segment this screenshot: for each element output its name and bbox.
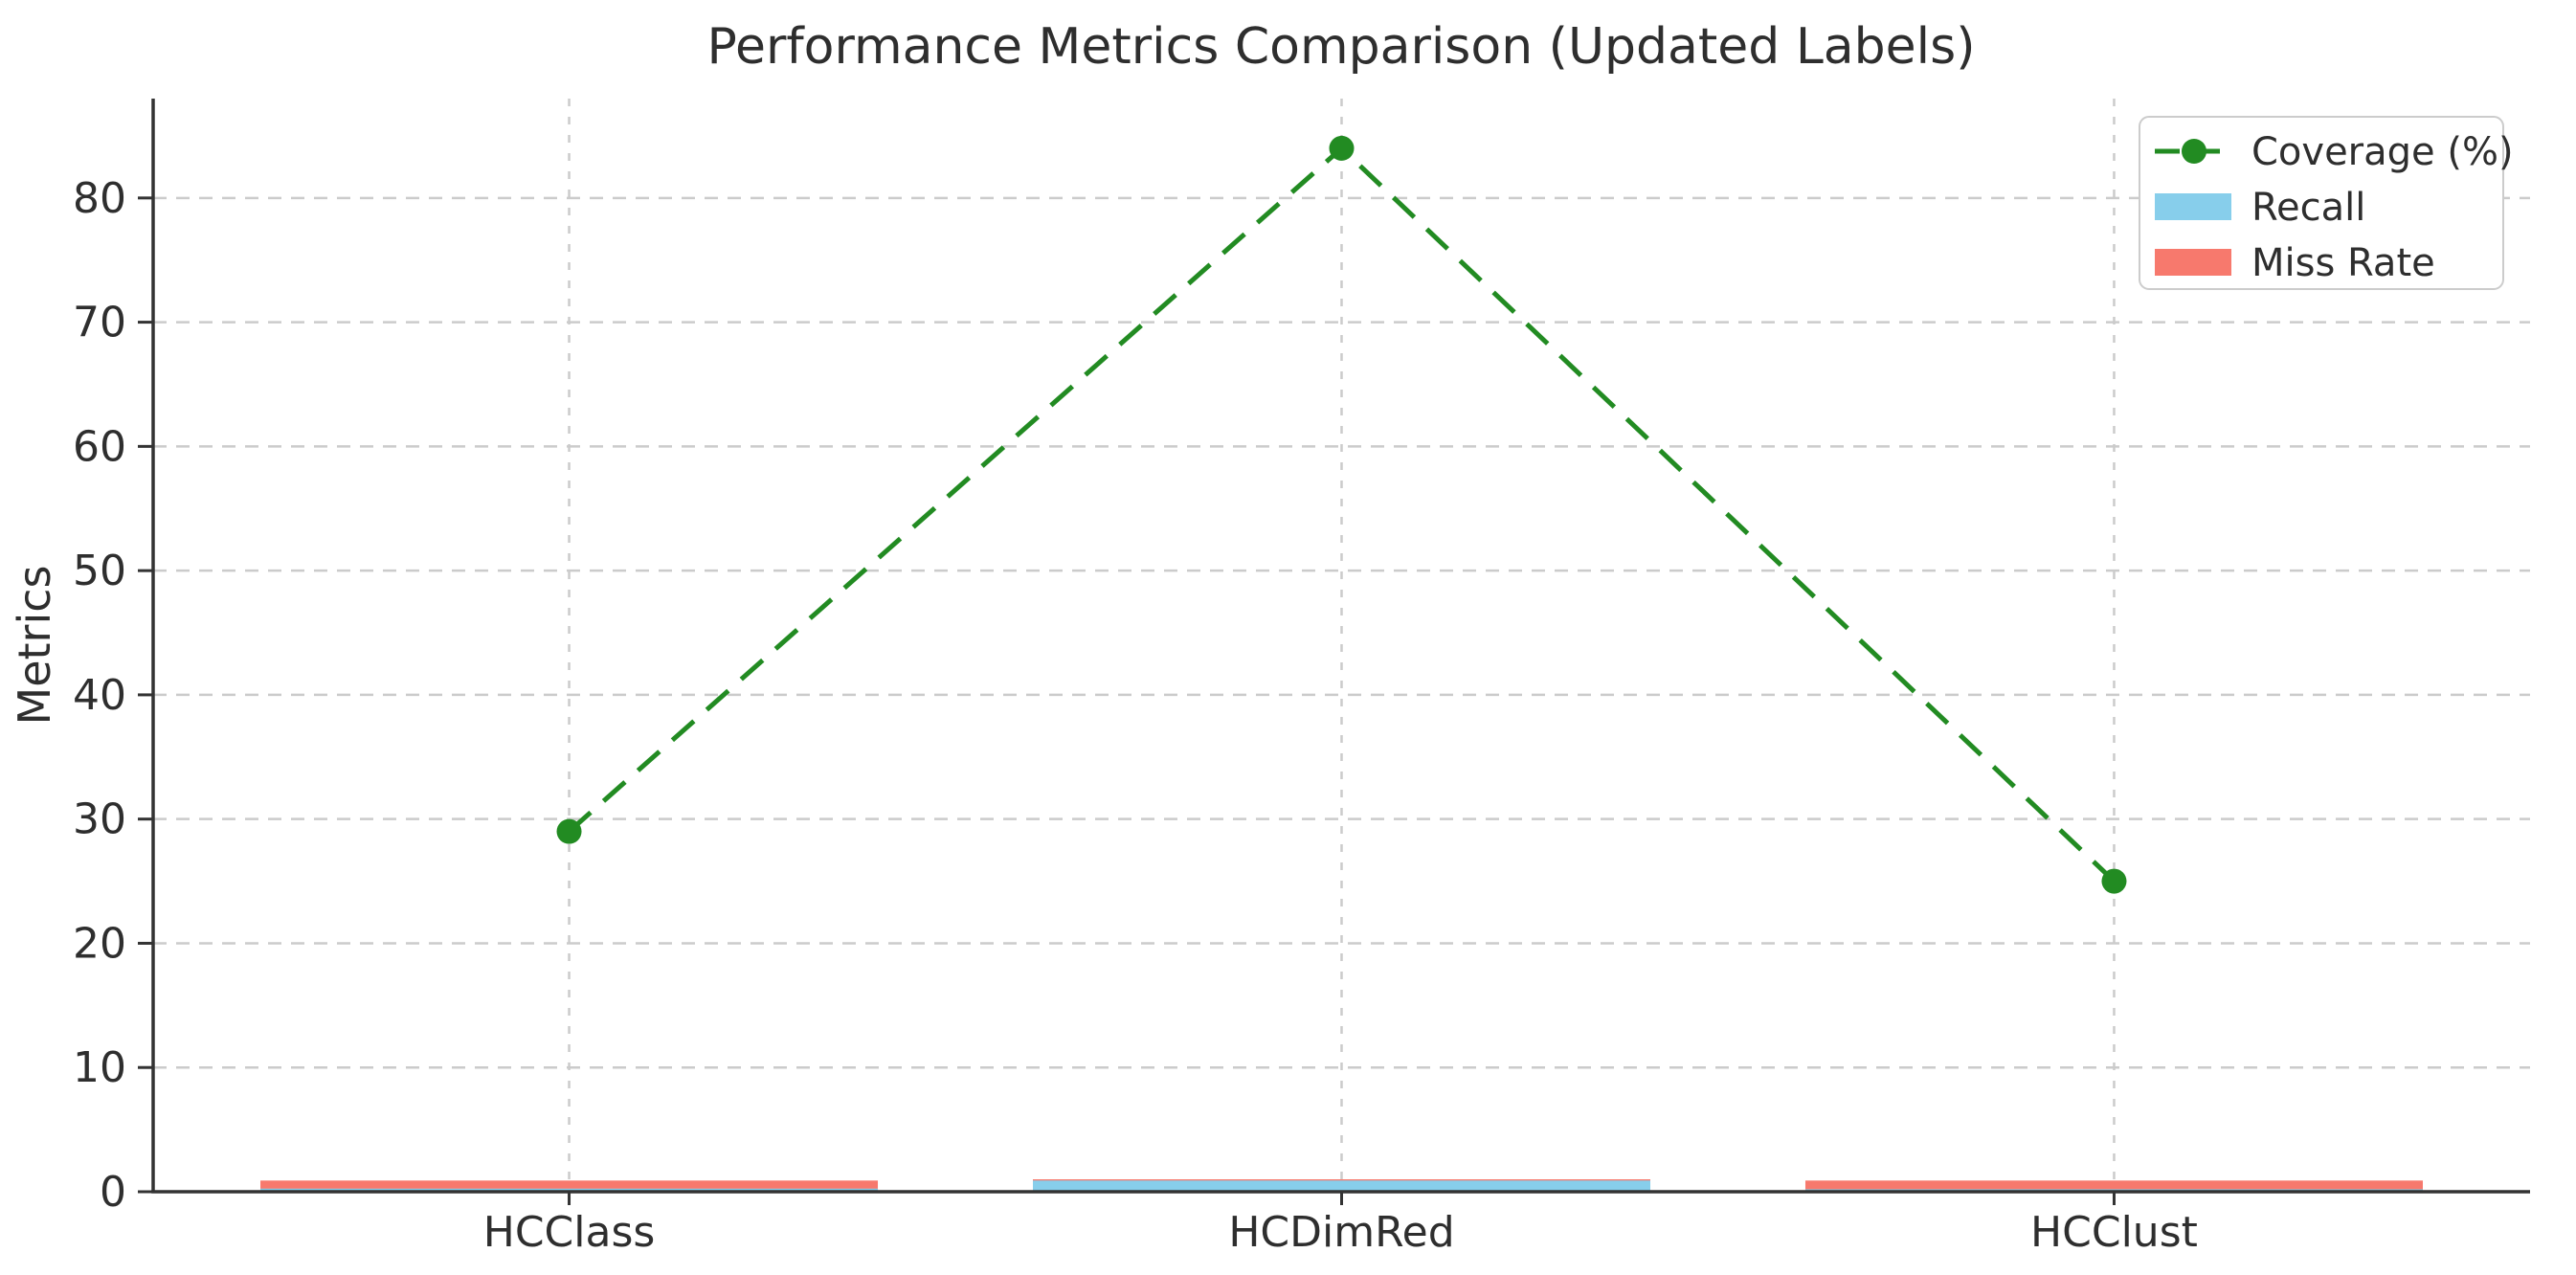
y-tick-label: 0 — [100, 1168, 126, 1217]
coverage-point — [2101, 868, 2127, 894]
y-tick-label: 10 — [73, 1043, 126, 1092]
legend-label-miss-rate: Miss Rate — [2251, 241, 2435, 285]
y-axis-label: Metrics — [9, 566, 60, 726]
legend-label-recall: Recall — [2251, 186, 2365, 230]
y-tick-label: 40 — [73, 671, 126, 720]
vertical-gridlines — [568, 99, 2116, 1192]
legend-label-coverage: Coverage (%) — [2251, 130, 2514, 174]
axis-ticks — [138, 196, 2116, 1205]
coverage-line — [567, 145, 2117, 884]
y-tick-label: 20 — [73, 919, 126, 968]
x-tick-label: HCClass — [483, 1208, 656, 1257]
chart-title: Performance Metrics Comparison (Updated … — [706, 18, 1975, 76]
y-tick-label: 50 — [73, 547, 126, 595]
coverage-line-layer — [556, 135, 2127, 894]
y-tick-label: 30 — [73, 795, 126, 844]
bars-layer — [260, 1179, 2423, 1192]
bar-miss-rate — [1804, 1180, 2423, 1192]
x-tick-label: HCClust — [2030, 1208, 2198, 1257]
bar-miss-rate — [260, 1180, 879, 1192]
tick-labels: 0 10 20 30 40 50 60 70 80 HCClass HCDimRed HCClust — [73, 174, 2198, 1257]
coverage-point — [556, 818, 582, 844]
legend-coverage-marker — [2182, 139, 2206, 164]
coverage-point — [1329, 135, 1355, 161]
x-tick-label: HCDimRed — [1228, 1208, 1454, 1257]
legend-recall-swatch — [2155, 193, 2231, 220]
legend: Coverage (%) Recall Miss Rate — [2139, 116, 2514, 290]
bar-recall — [1033, 1180, 1650, 1192]
y-tick-label: 60 — [73, 422, 126, 471]
legend-miss-rate-swatch — [2155, 249, 2231, 276]
legend-box — [2139, 116, 2504, 290]
y-tick-label: 70 — [73, 299, 126, 347]
horizontal-gridlines — [153, 196, 2530, 1069]
y-tick-label: 80 — [73, 174, 126, 223]
